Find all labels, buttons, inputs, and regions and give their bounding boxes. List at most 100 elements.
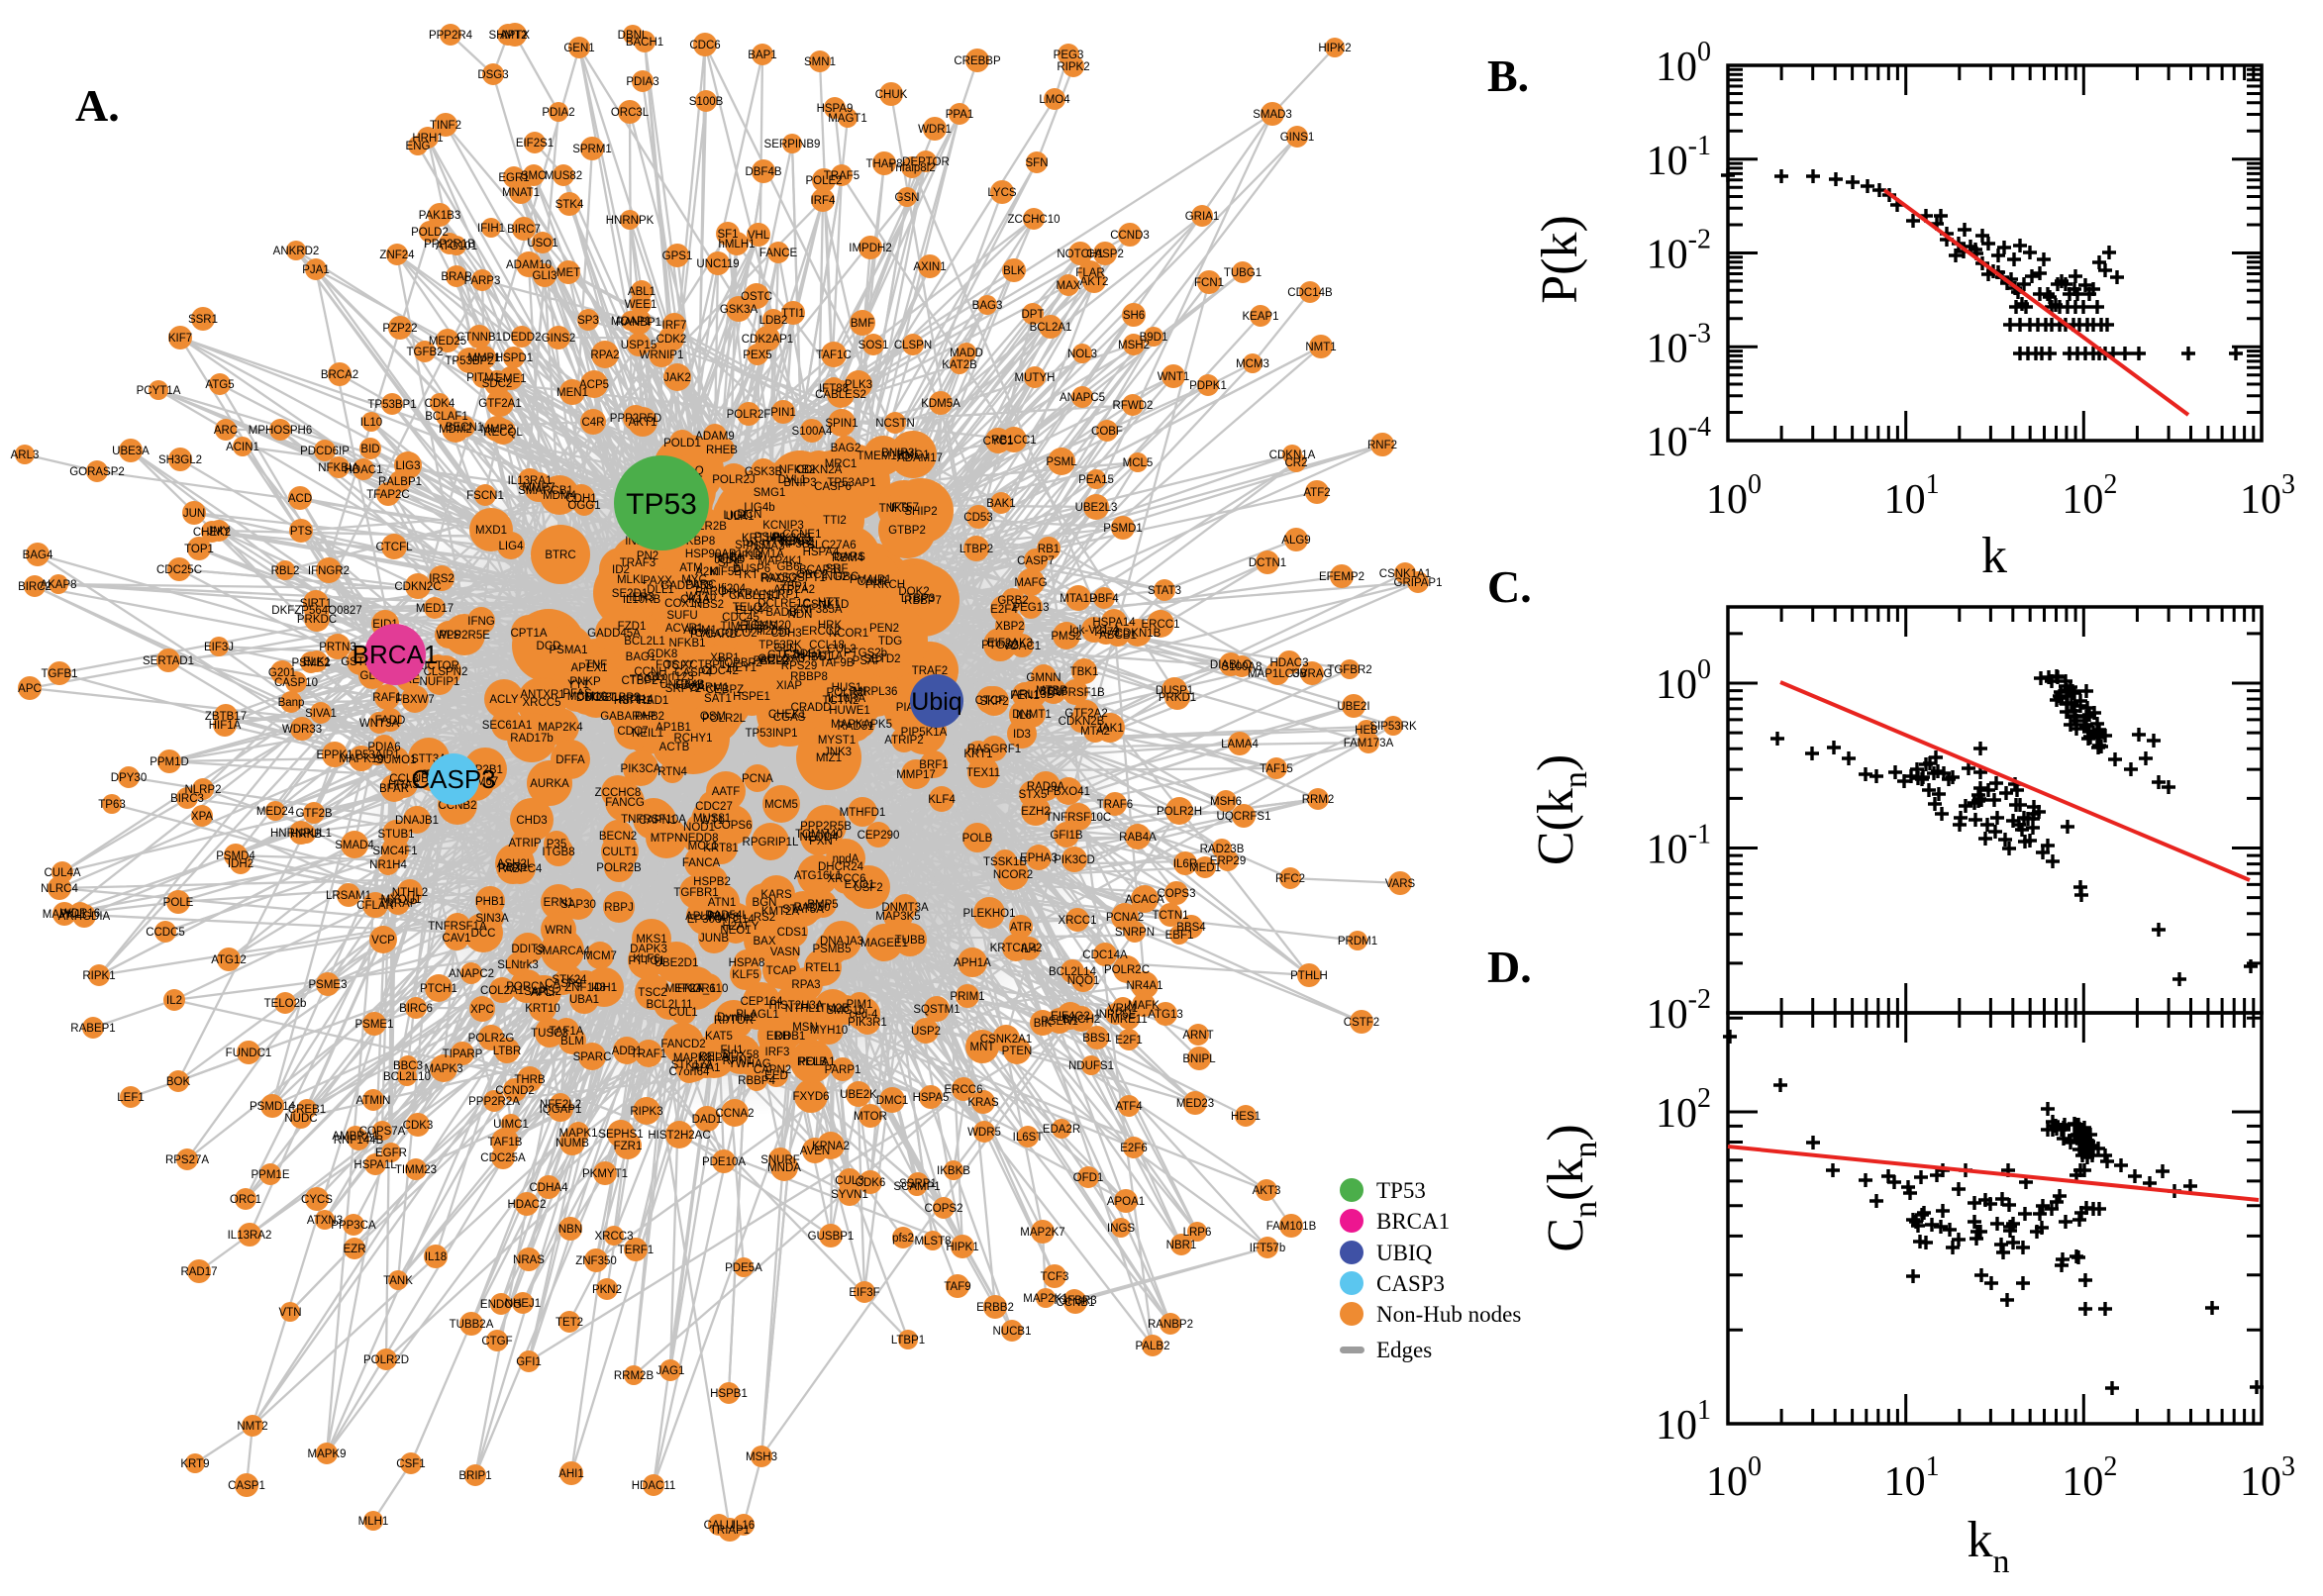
svg-text:POLR2G: POLR2G [468, 1033, 515, 1045]
svg-text:ERCC1: ERCC1 [1142, 619, 1180, 631]
svg-text:COPS3: COPS3 [1158, 888, 1196, 900]
svg-text:WRN: WRN [545, 925, 571, 937]
svg-text:DDX58: DDX58 [722, 1049, 758, 1061]
svg-text:PTCH1: PTCH1 [420, 983, 457, 995]
svg-text:TUBG1: TUBG1 [1224, 267, 1262, 279]
svg-text:CALU: CALU [704, 1520, 735, 1532]
svg-text:SMAD3: SMAD3 [1253, 109, 1292, 121]
svg-text:XRCC5: XRCC5 [523, 697, 561, 709]
svg-text:NBN: NBN [558, 1224, 582, 1236]
svg-text:NFKB1: NFKB1 [668, 638, 705, 649]
svg-text:HES1: HES1 [1231, 1111, 1261, 1123]
svg-text:UIMC1: UIMC1 [493, 1119, 529, 1131]
svg-text:POLE: POLE [163, 897, 194, 909]
svg-text:EZR: EZR [344, 1244, 366, 1255]
svg-text:MCM3: MCM3 [1236, 358, 1269, 370]
svg-text:10-2: 10-2 [1647, 225, 1711, 278]
svg-text:PORCN: PORCN [506, 981, 548, 993]
svg-text:NLRP1: NLRP1 [762, 589, 799, 601]
svg-text:CAV1: CAV1 [442, 933, 470, 945]
svg-text:TET2: TET2 [556, 1317, 583, 1329]
svg-text:EPHA3: EPHA3 [1020, 852, 1058, 864]
svg-text:IFT88: IFT88 [819, 383, 849, 395]
svg-text:UBIQ: UBIQ [1376, 1241, 1433, 1265]
svg-text:PNKP: PNKP [569, 676, 601, 688]
svg-text:TOMM20: TOMM20 [744, 620, 791, 632]
svg-text:GTF2A1: GTF2A1 [478, 398, 521, 410]
svg-text:CALCOCO2: CALCOCO2 [694, 628, 757, 640]
svg-text:UBE3A: UBE3A [112, 446, 150, 457]
svg-text:PSML: PSML [1046, 456, 1077, 468]
svg-text:COX17: COX17 [664, 598, 702, 610]
svg-text:COL2A1: COL2A1 [480, 985, 524, 997]
svg-text:MAGT1: MAGT1 [828, 113, 867, 125]
svg-text:FANCA: FANCA [682, 857, 721, 869]
svg-text:POLR2F: POLR2F [727, 409, 771, 421]
svg-text:MAP2K7: MAP2K7 [1020, 1227, 1064, 1239]
svg-text:APLP2: APLP2 [685, 911, 721, 923]
svg-text:BIK: BIK [1034, 1018, 1053, 1030]
svg-text:NEO1: NEO1 [720, 925, 751, 937]
svg-text:TGFB1: TGFB1 [41, 668, 77, 680]
svg-text:WNT3A: WNT3A [359, 718, 400, 730]
svg-text:STX5: STX5 [1019, 789, 1048, 801]
svg-text:ITGB8: ITGB8 [542, 847, 574, 858]
svg-text:NFKBIA: NFKBIA [318, 462, 359, 474]
svg-text:TGFBR3: TGFBR3 [1052, 1295, 1096, 1307]
svg-text:FZD1: FZD1 [618, 621, 647, 633]
svg-text:BNIPL: BNIPL [1182, 1053, 1216, 1065]
svg-text:ORC2: ORC2 [796, 569, 828, 581]
svg-text:ADAM9: ADAM9 [695, 431, 735, 443]
svg-text:GINS2: GINS2 [542, 333, 576, 345]
svg-text:PPP2R5D: PPP2R5D [610, 413, 661, 425]
svg-text:CSNK2A1: CSNK2A1 [980, 1034, 1032, 1046]
svg-text:CHUK: CHUK [875, 89, 908, 101]
svg-text:CUL3: CUL3 [835, 1175, 863, 1187]
svg-text:BIRC6: BIRC6 [399, 1003, 433, 1015]
svg-text:UQCRFS1: UQCRFS1 [1217, 811, 1271, 823]
svg-text:Igk-V21-4: Igk-V21-4 [1069, 625, 1119, 637]
svg-text:PEG13: PEG13 [1012, 602, 1049, 614]
svg-text:RTEL1: RTEL1 [805, 962, 841, 974]
svg-text:MADD: MADD [950, 348, 983, 359]
svg-text:ZNF350: ZNF350 [575, 1255, 617, 1267]
svg-text:BRAP: BRAP [441, 271, 472, 283]
svg-text:GEN1: GEN1 [563, 43, 594, 54]
svg-text:EBF1: EBF1 [1165, 930, 1194, 942]
svg-text:ATG14: ATG14 [719, 914, 755, 926]
svg-text:MSH3: MSH3 [746, 1451, 777, 1463]
svg-text:PARP1: PARP1 [825, 1064, 861, 1076]
svg-text:PLK3: PLK3 [845, 379, 872, 391]
svg-text:10-1: 10-1 [1647, 131, 1711, 184]
svg-text:DARS: DARS [834, 551, 865, 563]
svg-text:CLSPN2: CLSPN2 [424, 666, 468, 678]
svg-text:RANBP2: RANBP2 [1148, 1319, 1193, 1331]
svg-text:MED24: MED24 [256, 806, 295, 818]
svg-text:PDIA3: PDIA3 [626, 76, 658, 88]
svg-text:CEBPZ: CEBPZ [706, 684, 744, 696]
svg-text:MNT: MNT [970, 1042, 995, 1053]
svg-text:IER3: IER3 [629, 592, 655, 604]
svg-text:PPM1E: PPM1E [252, 1169, 290, 1181]
svg-text:MED1: MED1 [1189, 862, 1221, 874]
svg-text:POLB: POLB [962, 833, 993, 845]
svg-text:GINS1: GINS1 [1280, 132, 1315, 144]
svg-text:BCL6: BCL6 [1040, 686, 1068, 698]
svg-text:CCL18: CCL18 [809, 640, 845, 651]
svg-text:TELO2: TELO2 [733, 602, 768, 614]
svg-text:MOAP1: MOAP1 [611, 316, 651, 328]
svg-text:NRAS: NRAS [513, 1254, 545, 1266]
svg-text:G201: G201 [268, 667, 296, 679]
svg-text:PIM1: PIM1 [847, 999, 873, 1011]
svg-text:CDH1: CDH1 [565, 493, 596, 505]
svg-text:RIPK1: RIPK1 [82, 970, 115, 982]
svg-text:BCLAF1: BCLAF1 [425, 411, 467, 423]
svg-text:PARP2: PARP2 [754, 655, 790, 667]
svg-text:PDCD6IP: PDCD6IP [300, 446, 350, 457]
svg-text:BFAR: BFAR [379, 783, 409, 795]
svg-text:PRTN3: PRTN3 [319, 642, 356, 653]
svg-text:LTBP1: LTBP1 [891, 1335, 925, 1347]
svg-text:STK17A: STK17A [671, 1059, 714, 1071]
svg-text:RB1CC1: RB1CC1 [991, 435, 1036, 447]
svg-text:RS2: RS2 [754, 912, 775, 924]
